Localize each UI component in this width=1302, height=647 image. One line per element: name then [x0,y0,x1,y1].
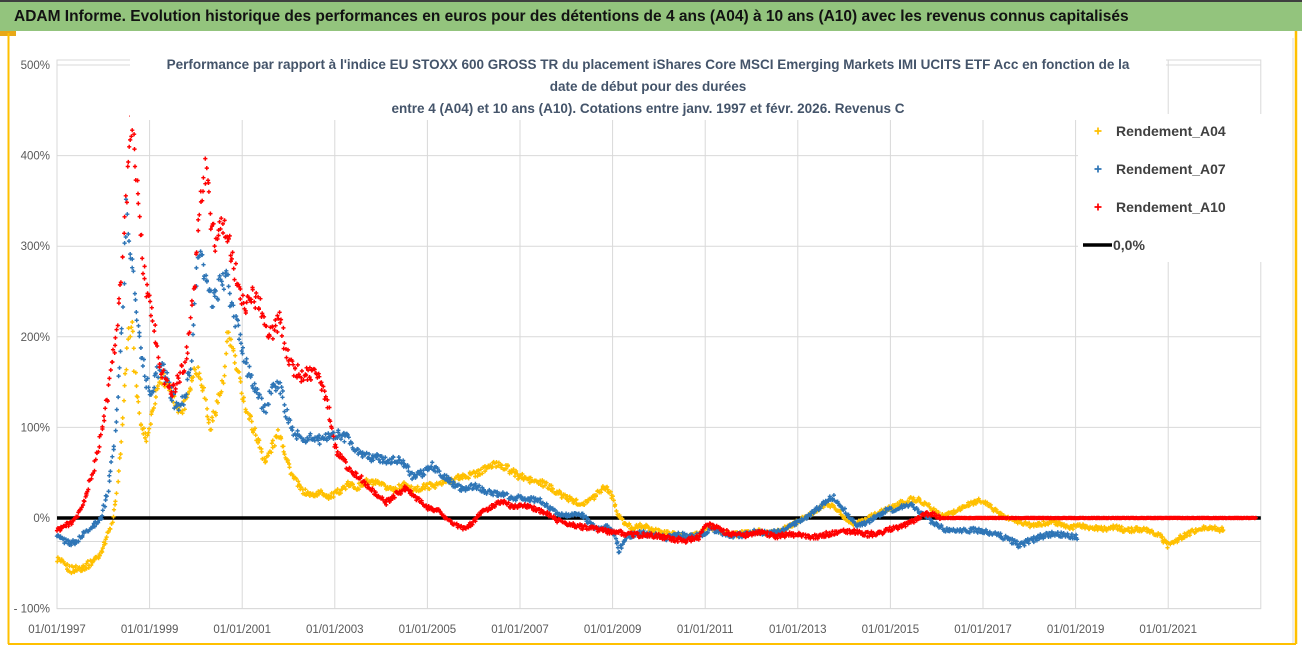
legend-plus-marker-icon [1094,203,1102,211]
x-tick-label: 01/01/2021 [1139,624,1197,636]
legend-item-rendement-a04[interactable]: Rendement_A04 [1094,123,1226,139]
report-title: ADAM Informe. Evolution historique des p… [14,7,1129,25]
axis-labels: 500% 400% 300% 200% 100% 0% - 100% 01/01/1997 01… [14,60,1197,636]
x-tick-label: 01/01/2017 [954,624,1012,636]
legend-plus-marker-icon [1094,165,1102,173]
chart-title-line: entre 4 (A04) et 10 ans (A10). Cotations… [392,101,905,116]
legend-item-rendement-a07[interactable]: Rendement_A07 [1094,161,1226,177]
y-tick-label: 200% [21,332,50,344]
x-tick-label: 01/01/2013 [769,624,827,636]
y-tick-label: 100% [21,422,50,434]
x-tick-label: 01/01/2001 [213,624,271,636]
x-tick-label: 01/01/2009 [584,624,642,636]
y-tick-label: 500% [21,60,50,72]
legend-item-label: Rendement_A10 [1116,199,1226,215]
y-tick-label: 0% [33,513,50,525]
legend: Rendement_A04 Rendement_A07 Rendement_A10 0… [1078,114,1262,262]
chart-title-line: Performance par rapport à l'indice EU ST… [167,57,1130,72]
series-markers [54,114,943,545]
chart-frame [0,31,1298,645]
x-tick-label: 01/01/2019 [1047,624,1105,636]
x-tick-label: 01/01/1999 [121,624,179,636]
legend-background [1078,114,1262,262]
legend-item-0-0-[interactable]: 0,0% [1083,237,1145,253]
legend-item-rendement-a10[interactable]: Rendement_A10 [1094,199,1226,215]
chart-title-line: date de début pour des durées [550,79,747,94]
x-tick-label: 01/01/2015 [862,624,920,636]
x-tick-label: 01/01/2011 [677,624,734,636]
chart-title: Performance par rapport à l'indice EU ST… [130,46,1166,120]
x-tick-label: 01/01/1997 [28,624,86,636]
x-tick-label: 01/01/2007 [491,624,549,636]
title-background [130,46,1166,120]
y-tick-label: 400% [21,151,50,163]
legend-plus-marker-icon [1094,127,1102,135]
x-tick-label: 01/01/2005 [399,624,457,636]
legend-item-label: Rendement_A07 [1116,161,1226,177]
x-tick-label: 01/01/2003 [306,624,364,636]
y-tick-label: 300% [21,241,50,253]
flat-zero-markers [938,515,1258,521]
y-tick-label: - 100% [14,604,50,616]
legend-item-label: Rendement_A04 [1116,123,1226,139]
series-rendement_a10 [54,114,1258,545]
report-header: ADAM Informe. Evolution historique des p… [0,0,1302,31]
legend-item-label: 0,0% [1113,237,1145,253]
